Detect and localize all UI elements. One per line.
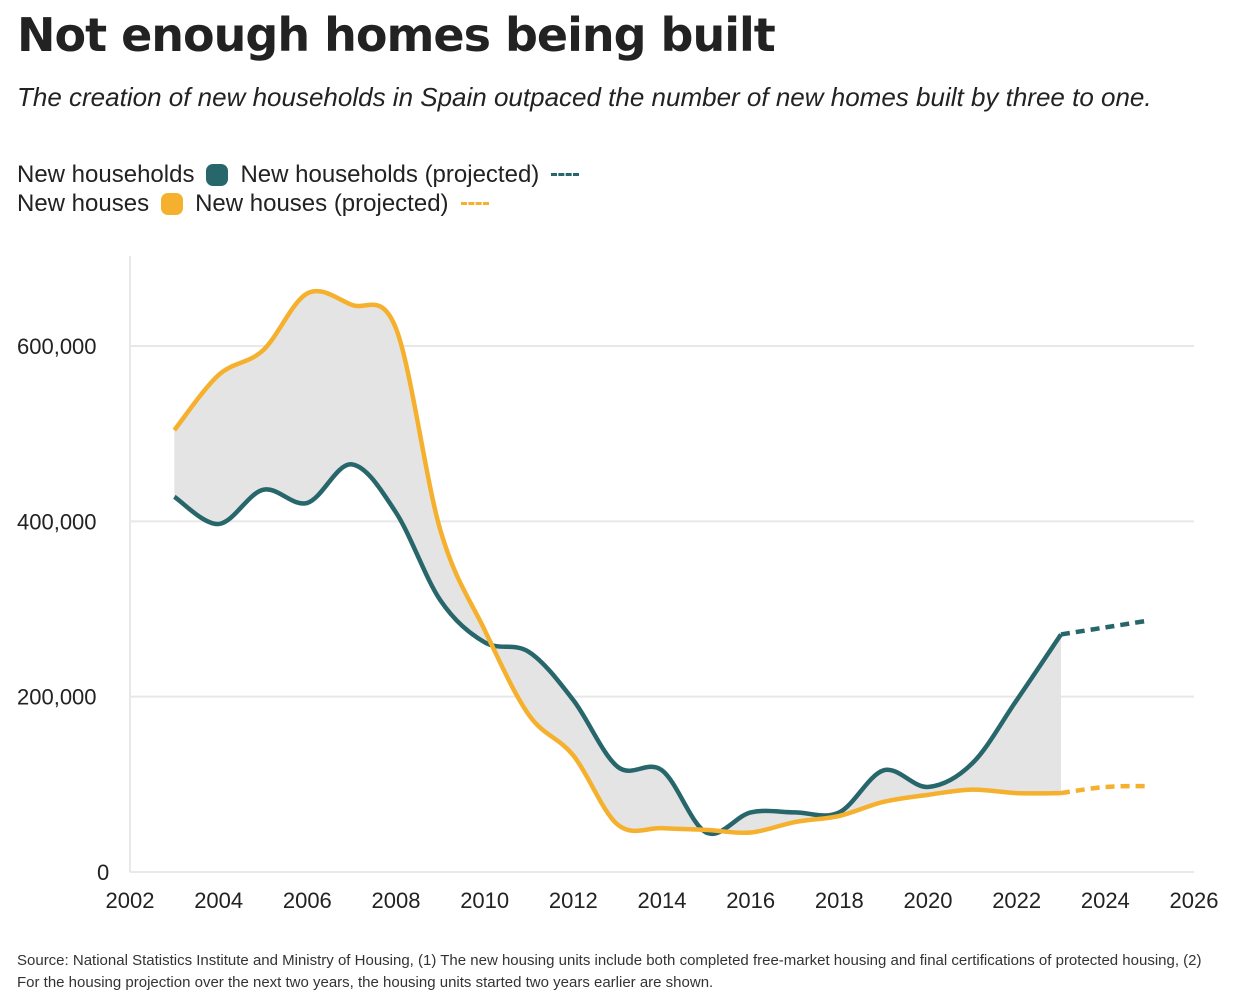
legend-houses-projected-label: New houses (projected) <box>195 190 449 217</box>
gap-band-area <box>174 291 1062 834</box>
legend-households-label: New households <box>17 161 195 188</box>
x-tick-label: 2010 <box>460 888 509 913</box>
legend-houses-swatch-icon <box>161 192 184 215</box>
legend-households-swatch-icon <box>206 163 229 186</box>
x-tick-label: 2008 <box>372 888 421 913</box>
x-tick-label: 2020 <box>904 888 953 913</box>
legend-households-dashed-icon <box>551 173 580 176</box>
legend-households-projected-label: New households (projected) <box>240 161 540 188</box>
x-tick-label: 2022 <box>992 888 1041 913</box>
x-tick-label: 2002 <box>106 888 155 913</box>
series-line-households-projected <box>1060 618 1151 637</box>
y-tick-label: 400,000 <box>17 509 97 534</box>
x-tick-label: 2004 <box>194 888 243 913</box>
x-tick-label: 2026 <box>1170 888 1219 913</box>
x-tick-label: 2018 <box>815 888 864 913</box>
y-tick-label: 600,000 <box>17 334 97 359</box>
x-tick-label: 2016 <box>726 888 775 913</box>
x-tick-label: 2006 <box>283 888 332 913</box>
chart-subtitle: The creation of new households in Spain … <box>17 82 1152 112</box>
legend-houses-dashed-icon <box>460 202 489 205</box>
legend-houses-label: New houses <box>17 190 150 217</box>
legend: New households New households (projected… <box>17 160 580 218</box>
x-tick-label: 2012 <box>549 888 598 913</box>
chart-title: Not enough homes being built <box>17 8 776 62</box>
y-tick-label: 200,000 <box>17 685 97 710</box>
series-line-households <box>173 462 1063 837</box>
series-line-houses-projected <box>1060 783 1150 796</box>
series-line-houses <box>172 288 1062 836</box>
x-tick-label: 2024 <box>1081 888 1130 913</box>
x-tick-label: 2014 <box>638 888 687 913</box>
y-tick-label: 0 <box>97 860 109 885</box>
source-note: Source: National Statistics Institute an… <box>17 952 1202 991</box>
